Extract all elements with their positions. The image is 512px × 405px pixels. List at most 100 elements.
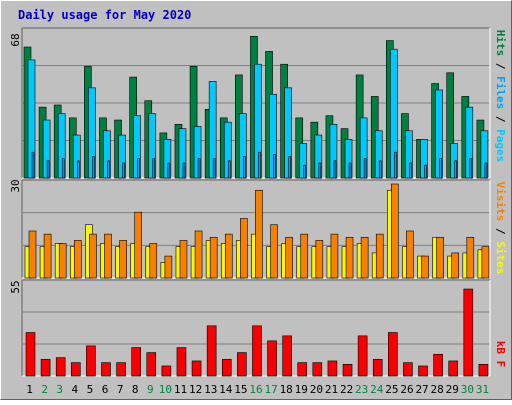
- legend-separator: /: [494, 109, 507, 129]
- legend-entry: Pages: [494, 129, 507, 162]
- day-label: 27: [415, 383, 428, 396]
- files-bar: [254, 63, 262, 179]
- pages-bar: [318, 162, 322, 179]
- pages-bar: [439, 158, 442, 179]
- visits-bar: [315, 240, 324, 279]
- kbytes-bar: [40, 358, 51, 377]
- visits-bar: [406, 230, 414, 279]
- day-label: 6: [102, 383, 109, 396]
- pages-bar: [409, 162, 412, 179]
- kbytes-bar: [176, 347, 187, 377]
- day-label: 25: [385, 383, 398, 396]
- files-bar: [178, 128, 187, 179]
- day-label: 1: [26, 383, 33, 396]
- hits-files-pages-legend: Hits / Files / Pages: [494, 30, 507, 163]
- legend-entry: Visits: [494, 182, 507, 222]
- files-bar: [118, 134, 126, 179]
- kbytes-bar: [116, 362, 126, 377]
- files-bar: [223, 121, 232, 179]
- pages-bar: [333, 160, 337, 179]
- files-bar: [269, 93, 277, 179]
- files-bar: [465, 106, 474, 179]
- pages-bar: [348, 162, 352, 179]
- pages-bar: [227, 160, 231, 179]
- visits-bar: [73, 240, 82, 279]
- day-label: 15: [234, 383, 247, 396]
- legend-separator: /: [494, 221, 507, 241]
- pages-bar: [288, 156, 291, 179]
- day-label: 7: [117, 383, 124, 396]
- kbytes-bar: [206, 325, 217, 377]
- files-bar: [208, 81, 217, 179]
- kbytes-bar: [161, 365, 172, 377]
- day-label: 30: [461, 383, 474, 396]
- kbytes-bar: [403, 362, 413, 377]
- legend-entry: Sites: [494, 241, 507, 274]
- files-bar: [329, 124, 338, 179]
- files-bar: [299, 143, 308, 179]
- pages-bar: [258, 151, 261, 179]
- chart-title: Daily usage for May 2020: [18, 8, 191, 22]
- day-label: 4: [72, 383, 79, 396]
- legend-entry: Hits: [494, 30, 507, 57]
- visits-sites-legend: Visits / Sites: [494, 182, 507, 275]
- visits-ymax-label: 30: [9, 179, 22, 192]
- visits-bar: [421, 255, 429, 279]
- files-bar: [344, 139, 353, 179]
- kbytes-bar: [448, 360, 459, 377]
- visits-bar: [104, 233, 112, 279]
- kbytes-bar: [101, 362, 111, 377]
- files-bar: [57, 113, 66, 179]
- pages-bar: [76, 160, 80, 179]
- pages-bar: [484, 162, 488, 179]
- day-label: 11: [174, 383, 187, 396]
- day-label: 5: [87, 383, 94, 396]
- visits-bar: [119, 240, 127, 279]
- pages-bar: [378, 160, 382, 179]
- kbytes-bar: [55, 357, 66, 377]
- visits-bar: [224, 233, 233, 279]
- day-label: 20: [310, 383, 323, 396]
- pages-bar: [46, 160, 50, 179]
- legend-entry: kB F: [494, 341, 507, 368]
- hits-ymax-label: 68: [9, 33, 22, 46]
- kbytes-bar: [221, 358, 232, 377]
- pages-bar: [182, 162, 186, 179]
- pages-bar: [152, 158, 156, 179]
- files-bar: [133, 115, 141, 179]
- files-bar: [163, 139, 172, 179]
- kbytes-bar: [86, 345, 96, 377]
- visits-bar: [345, 236, 354, 279]
- day-label: 29: [446, 383, 459, 396]
- visits-bar: [179, 240, 188, 279]
- pages-bar: [107, 160, 110, 179]
- day-label: 31: [476, 383, 489, 396]
- visits-bar: [164, 255, 173, 279]
- pages-bar: [394, 151, 397, 179]
- kbytes-bar: [463, 288, 474, 377]
- day-label: 12: [189, 383, 202, 396]
- files-bar: [193, 126, 202, 179]
- files-bar: [284, 87, 292, 179]
- pages-bar: [454, 160, 458, 179]
- kbytes-bar: [297, 362, 308, 377]
- visits-bar: [270, 224, 278, 279]
- files-bar: [420, 139, 428, 179]
- legend-text: kB F: [494, 341, 507, 368]
- day-label: 13: [204, 383, 217, 396]
- visits-bar: [330, 233, 339, 279]
- visits-bar: [43, 233, 52, 279]
- visits-bar: [209, 236, 218, 279]
- pages-bar: [243, 156, 246, 179]
- pages-bar: [137, 158, 140, 179]
- day-label: 8: [132, 383, 139, 396]
- day-label: 2: [41, 383, 48, 396]
- kbytes-bar: [327, 360, 338, 377]
- legend-entry: Files: [494, 76, 507, 109]
- day-label: 23: [355, 383, 368, 396]
- kbytes-ymax-label: 55: [9, 280, 22, 293]
- pages-bar: [31, 151, 35, 179]
- visits-bar: [285, 236, 293, 279]
- day-label: 28: [431, 383, 444, 396]
- day-label: 17: [264, 383, 277, 396]
